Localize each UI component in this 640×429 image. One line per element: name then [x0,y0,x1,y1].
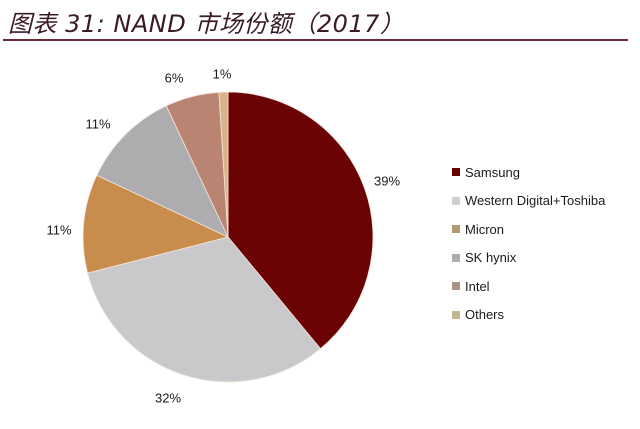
legend-label-samsung: Samsung [465,164,520,180]
pie-slice-sk-hynix [96,105,229,238]
slice-label-others: 1% [212,66,232,82]
legend-swatch-micron [452,225,460,234]
legend-swatch-intel [452,282,460,291]
legend-swatch-western-digital-toshiba [452,196,460,205]
legend-item-others: Others [452,301,605,330]
pie-slice-others [218,91,229,238]
chart-legend: Samsung Western Digital+Toshiba Micron S… [452,158,605,329]
pie-slice-micron [82,174,230,274]
slice-label-micron: 11% [46,222,72,238]
legend-swatch-others [452,310,460,319]
legend-label-sk-hynix: SK hynix [465,250,517,266]
pie-slice-samsung [227,91,374,350]
legend-item-intel: Intel [452,272,605,301]
legend-item-western-digital-toshiba: Western Digital+Toshiba [452,187,605,216]
legend-item-micron: Micron [452,215,605,244]
legend-swatch-samsung [452,168,460,177]
slice-label-sk-hynix: 11% [85,116,111,132]
legend-label-intel: Intel [465,278,490,294]
legend-label-micron: Micron [465,221,505,237]
legend-item-samsung: Samsung [452,158,605,187]
legend-swatch-sk-hynix [452,253,460,262]
pie-slice-western-digital-toshiba [87,236,321,383]
slice-label-western-digital-toshiba: 32% [154,390,182,406]
legend-item-sk-hynix: SK hynix [452,244,605,273]
legend-label-western-digital-toshiba: Western Digital+Toshiba [465,193,606,209]
chart-title: 图表 31: NAND 市场份额（2017） [8,10,405,38]
legend-label-others: Others [465,307,505,323]
slice-label-samsung: 39% [373,173,401,189]
slice-label-intel: 6% [164,70,184,86]
title-divider [3,39,628,41]
pie-slices [82,91,374,383]
